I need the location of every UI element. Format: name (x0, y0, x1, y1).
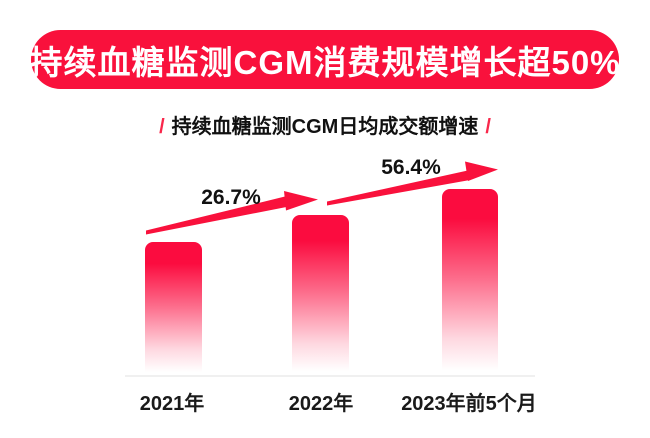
category-label-2021: 2021年 (139, 393, 205, 415)
growth-label-2022-2023: 56.4% (381, 156, 441, 179)
chart-subtitle-text: 持续血糖监测CGM日均成交额增速 (171, 116, 479, 138)
category-label-2022: 2022年 (288, 393, 354, 415)
bar-2021 (145, 242, 202, 376)
bar-2023-first-5-months (442, 189, 498, 376)
bar-2022 (292, 215, 349, 376)
category-label-2023: 2023年前5个月 (401, 393, 537, 415)
slash-decoration-left: / (159, 116, 165, 138)
chart-subtitle: / 持续血糖监测CGM日均成交额增速 / (0, 110, 650, 139)
growth-label-2021-2022: 26.7% (201, 186, 261, 209)
headline-banner: 持续血糖监测CGM消费规模增长超50% (29, 30, 621, 89)
headline-title: 持续血糖监测CGM消费规模增长超50% (29, 43, 621, 81)
slash-decoration-right: / (485, 116, 491, 138)
x-axis-baseline (125, 375, 535, 377)
